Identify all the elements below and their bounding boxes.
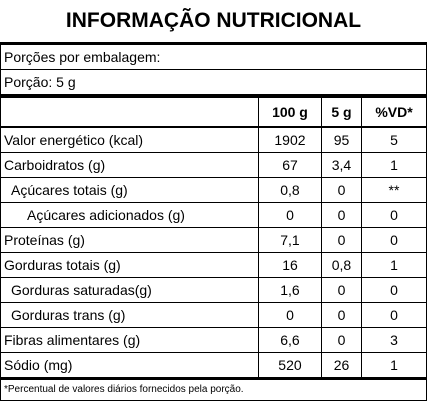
nutrient-value: 0 (320, 227, 363, 253)
nutrient-row: Valor energético (kcal) 1902 95 5 (1, 126, 426, 153)
nutrient-value: 0 (361, 202, 426, 228)
nutrient-value: 16 (258, 252, 322, 278)
nutrient-label: Açúcares totais (g) (1, 177, 259, 203)
nutrient-value: 3 (361, 327, 426, 353)
nutrient-label: Gorduras saturadas(g) (1, 277, 259, 303)
nutrient-value: 0 (320, 177, 363, 203)
nutrition-table: 100 g 5 g %VD* Valor energético (kcal) 19… (1, 98, 426, 380)
nutrient-row: Carboidratos (g) 67 3,4 1 (1, 152, 426, 178)
nutrient-value: 1 (361, 252, 426, 278)
column-header: 5 g (320, 98, 363, 128)
nutrient-value: 0,8 (258, 177, 322, 203)
nutrient-label: Gorduras totais (g) (1, 252, 259, 278)
nutrient-label: Gorduras trans (g) (1, 302, 259, 328)
nutrient-value: 0 (361, 227, 426, 253)
blank-header (1, 98, 259, 128)
nutrient-value: 1,6 (258, 277, 322, 303)
nutrient-row: Gorduras totais (g) 16 0,8 1 (1, 252, 426, 278)
nutrient-row: Proteínas (g) 7,1 0 0 (1, 227, 426, 253)
nutrient-value: 0 (320, 327, 363, 353)
column-header: 100 g (258, 98, 322, 128)
nutrient-label: Fibras alimentares (g) (1, 327, 259, 353)
footnote: *Percentual de valores diários fornecido… (4, 384, 244, 395)
nutrient-label: Sódio (mg) (1, 352, 259, 380)
nutrient-row: Sódio (mg) 520 26 1 (1, 352, 426, 380)
nutrient-row: Gorduras trans (g) 0 0 0 (1, 302, 426, 328)
nutrient-value: 0,8 (320, 252, 363, 278)
nutrient-row: Fibras alimentares (g) 6,6 0 3 (1, 327, 426, 353)
nutrient-label: Valor energético (kcal) (1, 126, 259, 153)
nutrient-value: 3,4 (320, 152, 363, 178)
servings-per-package: Porções por embalagem: (1, 45, 426, 70)
nutrient-value: ** (361, 177, 426, 203)
nutrient-label: Carboidratos (g) (1, 152, 259, 178)
nutrient-value: 0 (320, 302, 363, 328)
nutrient-value: 1 (361, 352, 426, 380)
nutrient-value: 0 (361, 302, 426, 328)
nutrient-value: 0 (320, 202, 363, 228)
nutrient-value: 26 (320, 352, 363, 380)
nutrient-label: Açúcares adicionados (g) (1, 202, 259, 228)
portion: Porção: 5 g (1, 70, 426, 98)
nutrient-row: Açúcares adicionados (g) 0 0 0 (1, 202, 426, 228)
nutrient-value: 0 (320, 277, 363, 303)
title: INFORMAÇÃO NUTRICIONAL (65, 9, 362, 32)
nutrition-box: Porções por embalagem: Porção: 5 g 100 g… (0, 42, 427, 401)
nutrient-value: 6,6 (258, 327, 322, 353)
nutrient-value: 0 (258, 302, 322, 328)
nutrient-value: 95 (320, 126, 363, 153)
nutrient-value: 0 (258, 202, 322, 228)
header-row: 100 g 5 g %VD* (1, 98, 426, 128)
nutrient-value: 520 (258, 352, 322, 380)
column-header: %VD* (361, 98, 426, 128)
nutrient-value: 0 (361, 277, 426, 303)
nutrient-row: Açúcares totais (g) 0,8 0 ** (1, 177, 426, 203)
nutrient-value: 7,1 (258, 227, 322, 253)
nutrient-row: Gorduras saturadas(g) 1,6 0 0 (1, 277, 426, 303)
nutrient-value: 67 (258, 152, 322, 178)
nutrient-value: 1 (361, 152, 426, 178)
nutrient-value: 1902 (258, 126, 322, 153)
nutrient-value: 5 (361, 126, 426, 153)
nutrient-label: Proteínas (g) (1, 227, 259, 253)
